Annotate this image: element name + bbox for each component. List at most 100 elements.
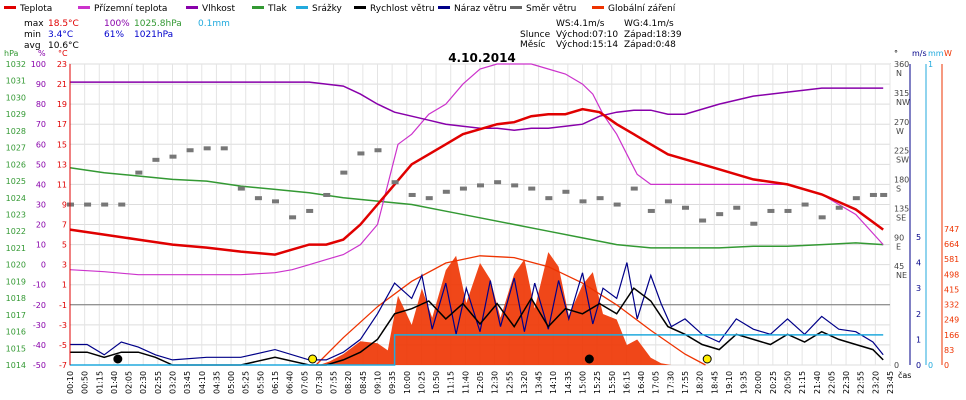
y-tick-pressure: 1019 — [6, 277, 26, 286]
info-sun-label: Slunce — [520, 30, 551, 40]
wind-dir-point — [818, 215, 826, 220]
y-tick-direction-abbr: NW — [896, 98, 910, 107]
wind-dir-point — [596, 196, 604, 201]
wind-dir-point — [425, 196, 433, 201]
x-tick-label: 05:50 — [256, 371, 265, 394]
y-tick-humidity: 0 — [41, 261, 46, 270]
y-tick-humidity: -30 — [33, 321, 46, 330]
stat-min-press: 1021hPa — [134, 30, 173, 40]
x-tick-label: 17:30 — [666, 371, 675, 394]
wind-direction-series — [67, 146, 888, 226]
y-tick-pressure: 1022 — [6, 227, 26, 236]
legend-label-solar: Globální záření — [608, 4, 676, 14]
x-tick-label: 01:15 — [95, 371, 104, 394]
wind-dir-point — [220, 146, 228, 151]
y-tick-wind: 1 — [916, 335, 921, 344]
wind-dir-point — [84, 202, 92, 207]
legend-label-temp: Teplota — [19, 4, 52, 14]
y-tick-direction: 270 — [894, 118, 909, 127]
wind-dir-point — [254, 196, 262, 201]
legend-swatch-feels — [78, 6, 90, 9]
x-tick-label: 03:45 — [183, 371, 192, 394]
event-marker — [113, 354, 123, 364]
y-tick-solar: 415 — [944, 285, 959, 294]
wind-dir-point — [442, 189, 450, 194]
wind-dir-point — [306, 208, 314, 213]
y-tick-pressure: 1017 — [6, 311, 26, 320]
x-tick-label: 05:25 — [242, 371, 251, 394]
x-tick-label: 04:10 — [198, 371, 207, 394]
y-tick-humidity: 90 — [36, 80, 46, 89]
event-marker — [584, 354, 594, 364]
wind-dir-point — [528, 186, 536, 191]
x-tick-label: 12:05 — [476, 371, 485, 394]
unit-time: čas — [898, 370, 911, 380]
legend-label-feels: Přízemní teplota — [94, 4, 167, 14]
x-tick-label: 15:00 — [579, 371, 588, 394]
wind-dir-point — [852, 196, 860, 201]
x-tick-label: 02:30 — [139, 371, 148, 394]
y-tick-temperature: 15 — [57, 140, 67, 149]
wind-dir-point — [579, 199, 587, 204]
event-markers — [113, 354, 712, 364]
y-tick-wind: 3 — [916, 284, 921, 293]
y-tick-humidity: 100 — [31, 60, 46, 69]
y-tick-temperature: -3 — [59, 321, 67, 330]
wind-dir-point — [733, 205, 741, 210]
info-wg: WG:4.1m/s — [624, 19, 674, 29]
wind-dir-point — [613, 202, 621, 207]
legend-label-press: Tlak — [267, 4, 288, 14]
wind-dir-point — [118, 202, 126, 207]
wind-dir-point — [880, 192, 888, 197]
x-tick-label: 23:20 — [871, 371, 880, 394]
wind-dir-point — [340, 170, 348, 175]
y-tick-wind: 2 — [916, 310, 921, 319]
x-tick-label: 23:45 — [886, 371, 895, 394]
y-tick-temperature: 9 — [62, 200, 67, 209]
y-tick-direction-abbr: SE — [896, 213, 906, 222]
y-tick-wind: 0 — [916, 361, 921, 370]
y-tick-humidity: 80 — [36, 100, 46, 109]
y-tick-solar: 332 — [944, 301, 959, 310]
solar-theory-line — [315, 255, 706, 366]
wind-dir-point — [647, 208, 655, 213]
stat-avg-temp: 10.6°C — [48, 41, 79, 51]
x-tick-label: 22:55 — [857, 371, 866, 394]
wind-dir-point — [186, 148, 194, 153]
x-tick-label: 09:10 — [374, 371, 383, 394]
y-tick-pressure: 1025 — [6, 177, 26, 186]
y-tick-wind: 5 — [916, 233, 921, 242]
legend-label-hum: Vlhkost — [202, 4, 235, 14]
x-tick-label: 12:55 — [505, 371, 514, 394]
y-tick-pressure: 1026 — [6, 160, 26, 169]
x-tick-label: 20:00 — [754, 371, 763, 394]
x-tick-label: 19:35 — [740, 371, 749, 394]
wind-dir-point — [664, 199, 672, 204]
wind-dir-point — [408, 192, 416, 197]
y-tick-pressure: 1029 — [6, 110, 26, 119]
y-tick-pressure: 1024 — [6, 194, 26, 203]
x-tick-label: 10:00 — [403, 371, 412, 394]
y-tick-solar: 249 — [944, 316, 959, 325]
wind-dir-point — [716, 212, 724, 217]
info-moon-label: Měsíc — [520, 40, 545, 50]
chart-title: 4.10.2014 — [448, 51, 516, 65]
axis-units: hPa % °C ° m/s mm W čas — [4, 49, 952, 380]
y-tick-rain: 1 — [928, 60, 933, 69]
wind-dir-point — [237, 186, 245, 191]
wind-dir-point — [835, 205, 843, 210]
x-tick-label: 21:40 — [813, 371, 822, 394]
wind-dir-point — [545, 196, 553, 201]
x-tick-label: 11:15 — [447, 371, 456, 394]
wind-dir-point — [767, 208, 775, 213]
y-tick-pressure: 1028 — [6, 127, 26, 136]
info-moon-set: Západ:0:48 — [624, 40, 676, 50]
y-tick-humidity: 70 — [36, 120, 46, 129]
y-tick-temperature: 5 — [62, 241, 67, 250]
x-tick-label: 11:40 — [461, 371, 470, 394]
event-marker — [702, 354, 712, 364]
wind-dir-point — [477, 183, 484, 188]
y-tick-humidity: 30 — [36, 200, 46, 209]
info-ws: WS:4.1m/s — [556, 19, 605, 29]
